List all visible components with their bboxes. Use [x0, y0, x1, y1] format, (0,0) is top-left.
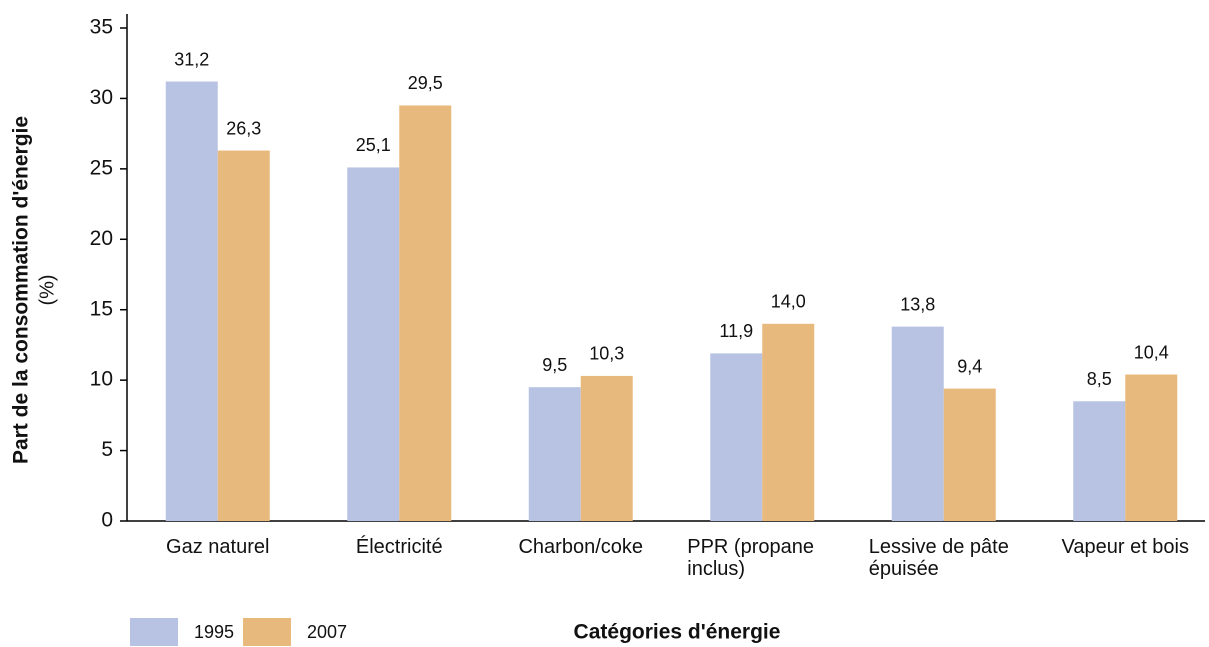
y-tick-label: 35 [90, 16, 113, 39]
legend-label: 1995 [194, 622, 234, 642]
y-tick-label: 15 [90, 297, 113, 320]
legend-swatch [243, 618, 291, 646]
y-label: Part de la consommation d'énergie [10, 116, 33, 464]
value-label: 10,4 [1134, 342, 1169, 362]
value-label: 13,8 [900, 294, 935, 314]
y-tick-label: 10 [90, 368, 113, 391]
y-tick-label: 20 [90, 227, 113, 250]
x-tick-label-box: Électricité [314, 536, 484, 558]
y-tick-label: 0 [101, 509, 113, 532]
value-label: 25,1 [356, 135, 391, 155]
y-tick-label: 5 [101, 438, 113, 461]
bar [891, 326, 944, 521]
x-tick-label: Gaz naturel [166, 536, 270, 558]
value-label: 14,0 [771, 292, 806, 312]
x-tick-label: Lessive de pâte épuisée [868, 536, 1009, 580]
x-tick-label-box: PPR (propane inclus) [677, 536, 847, 580]
value-label: 8,5 [1087, 369, 1112, 389]
y-tick-label: 30 [90, 86, 113, 109]
bar [762, 323, 815, 521]
y-axis-title: Part de la consommation d'énergie (%) [10, 116, 59, 464]
bar [1073, 401, 1126, 521]
bar [943, 388, 996, 521]
value-label: 11,9 [719, 321, 753, 341]
x-tick-label: Électricité [355, 536, 443, 558]
value-label: 9,5 [542, 355, 567, 375]
x-tick-label-box: Vapeur et bois [1040, 536, 1209, 558]
y-tick-label: 25 [90, 156, 113, 179]
value-label: 9,4 [957, 356, 982, 376]
legend-swatch [130, 618, 178, 646]
bar [710, 353, 763, 521]
value-label: 10,3 [589, 344, 624, 364]
x-tick-label-box: Gaz naturel [133, 536, 303, 558]
value-label: 29,5 [408, 73, 443, 93]
x-tick-label-box: Lessive de pâte épuisée [859, 536, 1029, 580]
x-label: Catégories d'énergie [574, 621, 781, 644]
bar [399, 105, 452, 521]
bar [528, 387, 581, 521]
legend-label: 2007 [307, 622, 347, 642]
x-tick-label: PPR (propane inclus) [687, 536, 814, 580]
x-tick-label-box: Charbon/coke [496, 536, 666, 558]
x-tick-label: Charbon/coke [518, 536, 644, 558]
y-label-unit: (%) [36, 274, 58, 305]
x-tick-label: Vapeur et bois [1061, 536, 1190, 558]
bar [347, 167, 400, 521]
bar [217, 150, 270, 521]
bar [165, 81, 218, 522]
bar [580, 375, 633, 521]
value-label: 31,2 [174, 49, 209, 69]
value-label: 26,3 [226, 118, 261, 138]
bar [1125, 374, 1178, 521]
